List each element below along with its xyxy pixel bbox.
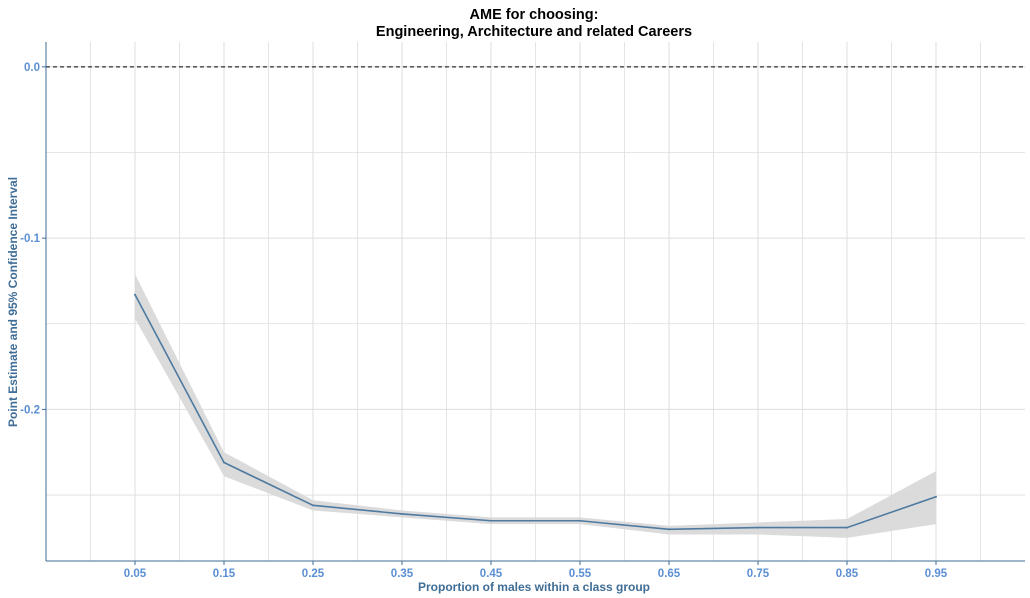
chart-title-line-1: AME for choosing: (470, 7, 599, 23)
data-point (846, 526, 848, 529)
chart-title-line-2: Engineering, Architecture and related Ca… (376, 24, 692, 40)
grid (46, 42, 1025, 561)
x-tick-label: 0.15 (213, 568, 236, 580)
data-point (401, 512, 403, 515)
axes (45, 42, 1025, 562)
y-tick-label: 0.0 (24, 62, 40, 74)
x-tick-label: 0.45 (480, 568, 503, 580)
data-point (668, 528, 670, 531)
x-tick-label: 0.55 (569, 568, 592, 580)
x-tick-label: 0.25 (302, 568, 325, 580)
x-tick-label: 0.05 (124, 568, 147, 580)
y-axis-title: Point Estimate and 95% Confidence Interv… (6, 177, 20, 427)
data-point (757, 526, 759, 529)
data-point (312, 504, 314, 507)
y-tick-label: -0.2 (20, 404, 40, 416)
data-point (490, 519, 492, 522)
y-tick-label: -0.1 (20, 233, 40, 245)
estimate-line-group (134, 293, 937, 531)
x-tick-label: 0.85 (836, 568, 859, 580)
x-tick-label: 0.35 (391, 568, 414, 580)
x-tick-label: 0.95 (925, 568, 948, 580)
data-point (935, 495, 937, 498)
x-tick-label: 0.65 (658, 568, 681, 580)
x-tick-label: 0.75 (747, 568, 770, 580)
data-point (134, 293, 136, 296)
data-point (223, 461, 225, 464)
x-axis-title: Proportion of males within a class group (418, 580, 650, 594)
estimate-line (134, 294, 937, 531)
tick-labels: 0.05 0.15 0.25 0.35 0.45 0.55 0.65 0.75 0.85 0.95… (20, 62, 948, 580)
data-point (579, 519, 581, 522)
